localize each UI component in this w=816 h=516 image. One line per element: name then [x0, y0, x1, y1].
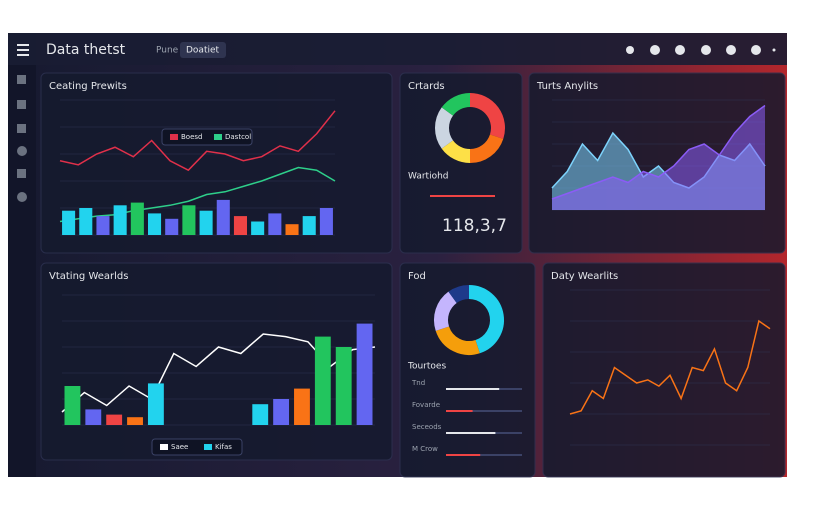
- menu-icon[interactable]: [17, 44, 29, 56]
- panel-title: Vtating Wearlds: [49, 271, 128, 282]
- bar: [147, 383, 164, 425]
- line: [569, 319, 771, 415]
- toolbar-icons[interactable]: [626, 45, 776, 55]
- bar: [148, 213, 162, 235]
- panel-title: Ceating Prewits: [49, 81, 127, 92]
- section-label: Tourtoes: [407, 362, 446, 372]
- app-title: Data thetst: [46, 42, 126, 58]
- legend-swatch: [170, 134, 178, 140]
- donut-slice: [468, 285, 504, 354]
- panel-title: Fod: [408, 271, 426, 282]
- panel-title: Turts Anylits: [536, 81, 598, 92]
- sidebar-icons[interactable]: [17, 75, 27, 202]
- bar: [113, 205, 127, 235]
- donut-slice: [448, 285, 470, 304]
- sidebar: [8, 33, 36, 477]
- bar: [79, 208, 93, 235]
- area: [552, 105, 765, 210]
- kpi-value: 118,3,7: [442, 216, 507, 236]
- bar: [285, 224, 299, 235]
- bar: [319, 208, 333, 235]
- legend-swatch: [204, 444, 212, 450]
- bar: [165, 218, 179, 235]
- tab-bg: [180, 42, 226, 58]
- bar: [335, 347, 352, 425]
- bar: [294, 388, 310, 425]
- bar: [85, 409, 102, 425]
- row-label: Tnd: [411, 379, 425, 387]
- line: [59, 110, 336, 172]
- bar: [106, 414, 123, 425]
- donut-slice: [469, 134, 504, 163]
- row-label: Seceods: [412, 423, 442, 431]
- section-label: Wartiohd: [408, 172, 449, 182]
- legend-label: Kifas: [215, 443, 232, 451]
- legend-label: Dastcol: [225, 133, 251, 141]
- bar: [251, 221, 265, 235]
- bar: [62, 210, 76, 235]
- bar: [302, 216, 316, 235]
- tab[interactable]: Pune: [156, 46, 179, 56]
- bar: [182, 205, 196, 235]
- row-label: M Crow: [412, 445, 438, 453]
- legend-label: Saee: [171, 443, 188, 451]
- bar: [96, 216, 110, 235]
- donut-slice: [469, 93, 505, 139]
- legend-label: Boesd: [181, 133, 202, 141]
- panel: [542, 262, 786, 478]
- bar: [130, 202, 144, 235]
- bar: [216, 199, 230, 235]
- bar: [273, 399, 290, 425]
- donut-slice: [435, 107, 454, 149]
- bar: [199, 210, 213, 235]
- donut-slice: [435, 326, 480, 355]
- bar: [268, 213, 282, 235]
- bar: [356, 323, 373, 425]
- bar: [252, 404, 269, 425]
- bar: [233, 216, 247, 235]
- area-line: [551, 104, 766, 200]
- legend-swatch: [160, 444, 168, 450]
- legend-swatch: [214, 134, 222, 140]
- donut-slice: [441, 93, 471, 117]
- donut-slice: [441, 139, 471, 163]
- tab[interactable]: Doatiet: [186, 46, 220, 56]
- panel-title: Daty Wearlits: [551, 271, 618, 282]
- bar: [64, 386, 81, 425]
- legend: [161, 128, 253, 146]
- row-label: Fovarde: [412, 401, 440, 409]
- bar: [314, 336, 331, 425]
- legend: [151, 438, 243, 456]
- panel-title: Crtards: [408, 81, 445, 92]
- bar: [127, 417, 143, 425]
- line: [59, 166, 336, 223]
- donut-slice: [434, 291, 458, 331]
